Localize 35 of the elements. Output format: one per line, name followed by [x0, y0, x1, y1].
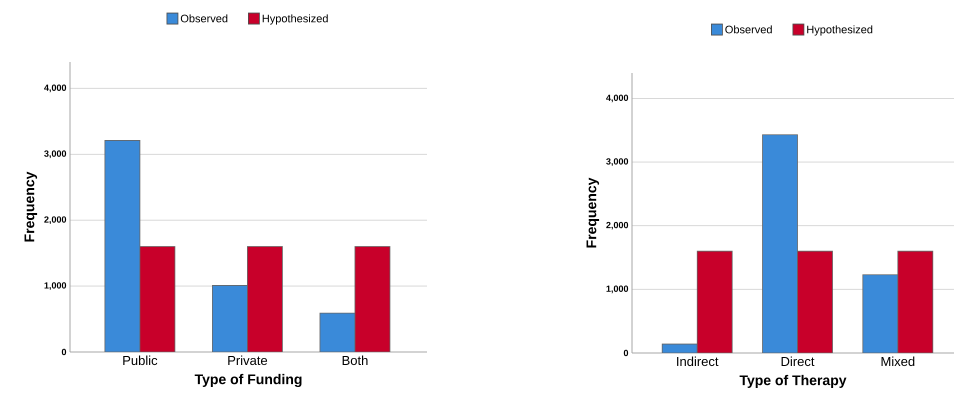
- x-tick-label: Public: [123, 356, 158, 366]
- y-axis-title: Frequency: [24, 172, 38, 242]
- x-tick-label: Indirect: [677, 356, 718, 366]
- y-tick-label: 2,000: [606, 222, 628, 230]
- x-tick-label: Both: [342, 356, 368, 366]
- y-tick-label: 0: [62, 348, 66, 356]
- bar: [320, 312, 356, 352]
- bar: [897, 250, 934, 353]
- bar: [862, 274, 898, 353]
- legend-label: Hypothesized: [807, 25, 872, 36]
- y-tick-label: 0: [624, 350, 628, 356]
- y-tick-label: 1,000: [606, 286, 628, 294]
- bar: [104, 140, 140, 352]
- y-tick-label: 4,000: [606, 94, 628, 102]
- x-tick-label: Private: [228, 356, 268, 366]
- y-tick-label: 2,000: [44, 216, 66, 224]
- y-tick-label: 1,000: [44, 282, 66, 290]
- y-tick-label: 4,000: [44, 84, 66, 92]
- bar: [354, 246, 390, 352]
- x-axis-title: Type of Funding: [194, 374, 302, 388]
- legend-label: Hypothesized: [262, 14, 328, 25]
- bar: [797, 250, 833, 353]
- bar: [696, 250, 733, 353]
- x-axis-title: Type of Therapy: [740, 374, 846, 388]
- legend-label: Observed: [180, 14, 228, 22]
- y-tick-label: 3,000: [606, 158, 628, 166]
- bar: [247, 246, 283, 352]
- bar: [140, 246, 176, 352]
- y-axis-title: Frequency: [586, 178, 600, 248]
- bar: [212, 285, 248, 352]
- x-tick-label: Mixed: [882, 356, 914, 366]
- x-tick-label: Direct: [782, 356, 814, 366]
- y-tick-label: 3,000: [44, 150, 66, 158]
- bar: [762, 134, 798, 353]
- legend-label: Observed: [725, 25, 772, 34]
